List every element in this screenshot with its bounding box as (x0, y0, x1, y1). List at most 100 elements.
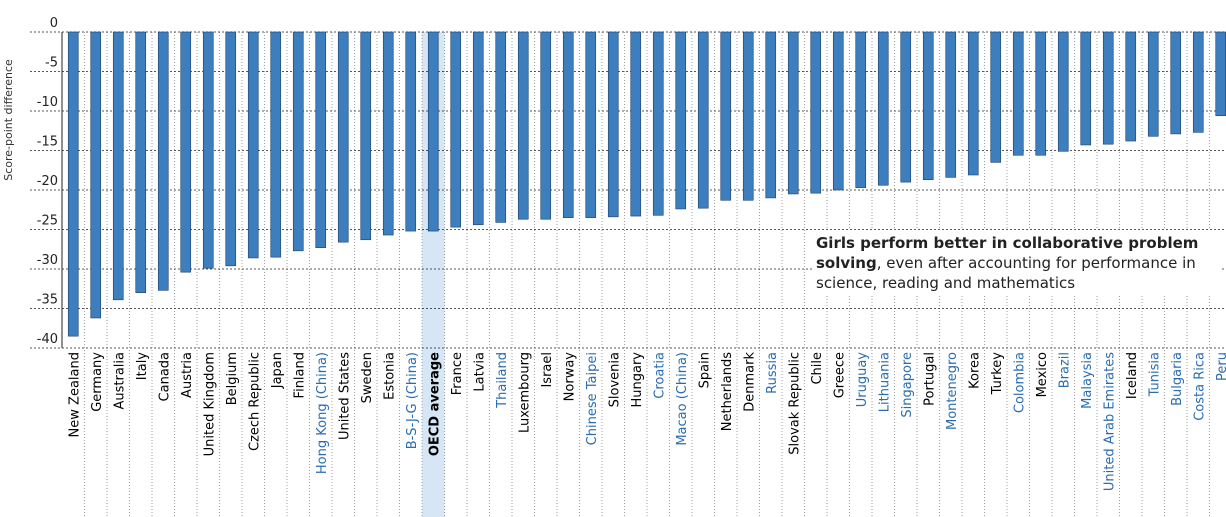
bar (67, 31, 79, 337)
bar (945, 31, 957, 178)
highlight-band (422, 32, 445, 517)
bar (112, 31, 124, 301)
x-tick-label: Malaysia (1080, 352, 1095, 409)
x-tick-label: B-S-J-G (China) (405, 352, 420, 449)
y-tick-label: -30 (37, 253, 58, 268)
x-tick-label: Latvia (472, 352, 487, 392)
x-tick-label: Iceland (1125, 352, 1140, 399)
bar (495, 31, 507, 223)
bar (922, 31, 934, 181)
x-tick-label: Colombia (1012, 352, 1027, 413)
x-tick-label: Belgium (225, 352, 240, 405)
x-tick-label: Italy (135, 352, 150, 381)
bar (292, 31, 304, 252)
bar (1170, 31, 1182, 135)
x-tick-label: France (450, 352, 465, 395)
bar (607, 31, 619, 218)
bar (360, 31, 372, 241)
x-tick-label: United Arab Emirates (1102, 352, 1117, 491)
bar (315, 31, 327, 248)
bar (1057, 31, 1069, 152)
bar (1035, 31, 1047, 156)
x-tick-label: Estonia (382, 352, 397, 400)
bar (697, 31, 709, 209)
bar (337, 31, 349, 243)
bar (517, 31, 529, 220)
y-tick-label: 0 (50, 16, 58, 31)
bar (540, 31, 552, 220)
x-tick-label: Sweden (360, 352, 375, 403)
x-tick-label: Singapore (900, 352, 915, 418)
x-tick-label: Turkey (990, 352, 1005, 396)
x-tick-label: Korea (967, 352, 982, 389)
x-tick-label: Israel (540, 352, 555, 388)
bar (675, 31, 687, 210)
y-tick-label: -10 (37, 95, 58, 110)
x-tick-label: Australia (112, 352, 127, 410)
x-tick-label: Greece (832, 352, 847, 398)
x-tick-label: Peru (1215, 352, 1226, 381)
x-tick-label: Japan (270, 352, 285, 389)
bar (787, 31, 799, 195)
bar (990, 31, 1002, 163)
x-tick-label: Macao (China) (675, 352, 690, 446)
annotation-bold: Girls perform better in collaborative pr… (816, 234, 1199, 272)
x-tick-label: Netherlands (720, 352, 735, 431)
bar (135, 31, 147, 294)
bar (855, 31, 867, 188)
y-axis-label: Score-point difference (2, 59, 15, 181)
x-tick-label: Czech Republic (247, 352, 262, 451)
bar (1080, 31, 1092, 146)
bar (832, 31, 844, 191)
bar (765, 31, 777, 199)
x-tick-label: Montenegro (945, 352, 960, 430)
bar (427, 31, 439, 232)
x-tick-label: Canada (157, 352, 172, 401)
bar (1147, 31, 1159, 137)
bar (202, 31, 214, 269)
bar (270, 31, 282, 258)
x-tick-label: Brazil (1057, 352, 1072, 388)
x-tick-label: Hungary (630, 352, 645, 408)
x-tick-label: Portugal (922, 352, 937, 406)
bar (630, 31, 642, 217)
bar (562, 31, 574, 218)
bar (450, 31, 462, 228)
x-tick-label: Chile (810, 352, 825, 385)
x-tick-label: United Kingdom (202, 352, 217, 456)
bar (405, 31, 417, 232)
x-tick-label: Croatia (652, 352, 667, 399)
bar (585, 31, 597, 218)
annotation-text: , even after accounting for performance … (816, 254, 1196, 292)
y-tick-label: -20 (37, 174, 58, 189)
bar (1215, 31, 1226, 117)
bar (180, 31, 192, 273)
x-tick-label: Mexico (1035, 352, 1050, 397)
y-tick-label: -15 (37, 135, 58, 150)
bar (900, 31, 912, 183)
x-tick-label: United States (337, 352, 352, 440)
bar (225, 31, 237, 267)
y-tick-label: -5 (45, 56, 58, 71)
x-tick-label: Norway (562, 352, 577, 402)
x-tick-label: Costa Rica (1192, 352, 1207, 421)
x-tick-label: Luxembourg (517, 352, 532, 433)
bar (1012, 31, 1024, 156)
x-tick-label: Uruguay (855, 352, 870, 408)
bar (877, 31, 889, 186)
x-tick-label: Denmark (742, 352, 757, 412)
bar (1102, 31, 1114, 145)
x-tick-label: New Zealand (67, 352, 82, 437)
x-tick-label: Austria (180, 352, 195, 398)
bar (652, 31, 664, 216)
bar (810, 31, 822, 194)
x-tick-label: Spain (697, 352, 712, 388)
y-tick-label: -40 (37, 332, 58, 347)
x-tick-label: Hong Kong (China) (315, 352, 330, 474)
x-tick-label: Slovenia (607, 352, 622, 407)
bar (472, 31, 484, 226)
bar (967, 31, 979, 176)
x-tick-label: Lithuania (877, 352, 892, 412)
